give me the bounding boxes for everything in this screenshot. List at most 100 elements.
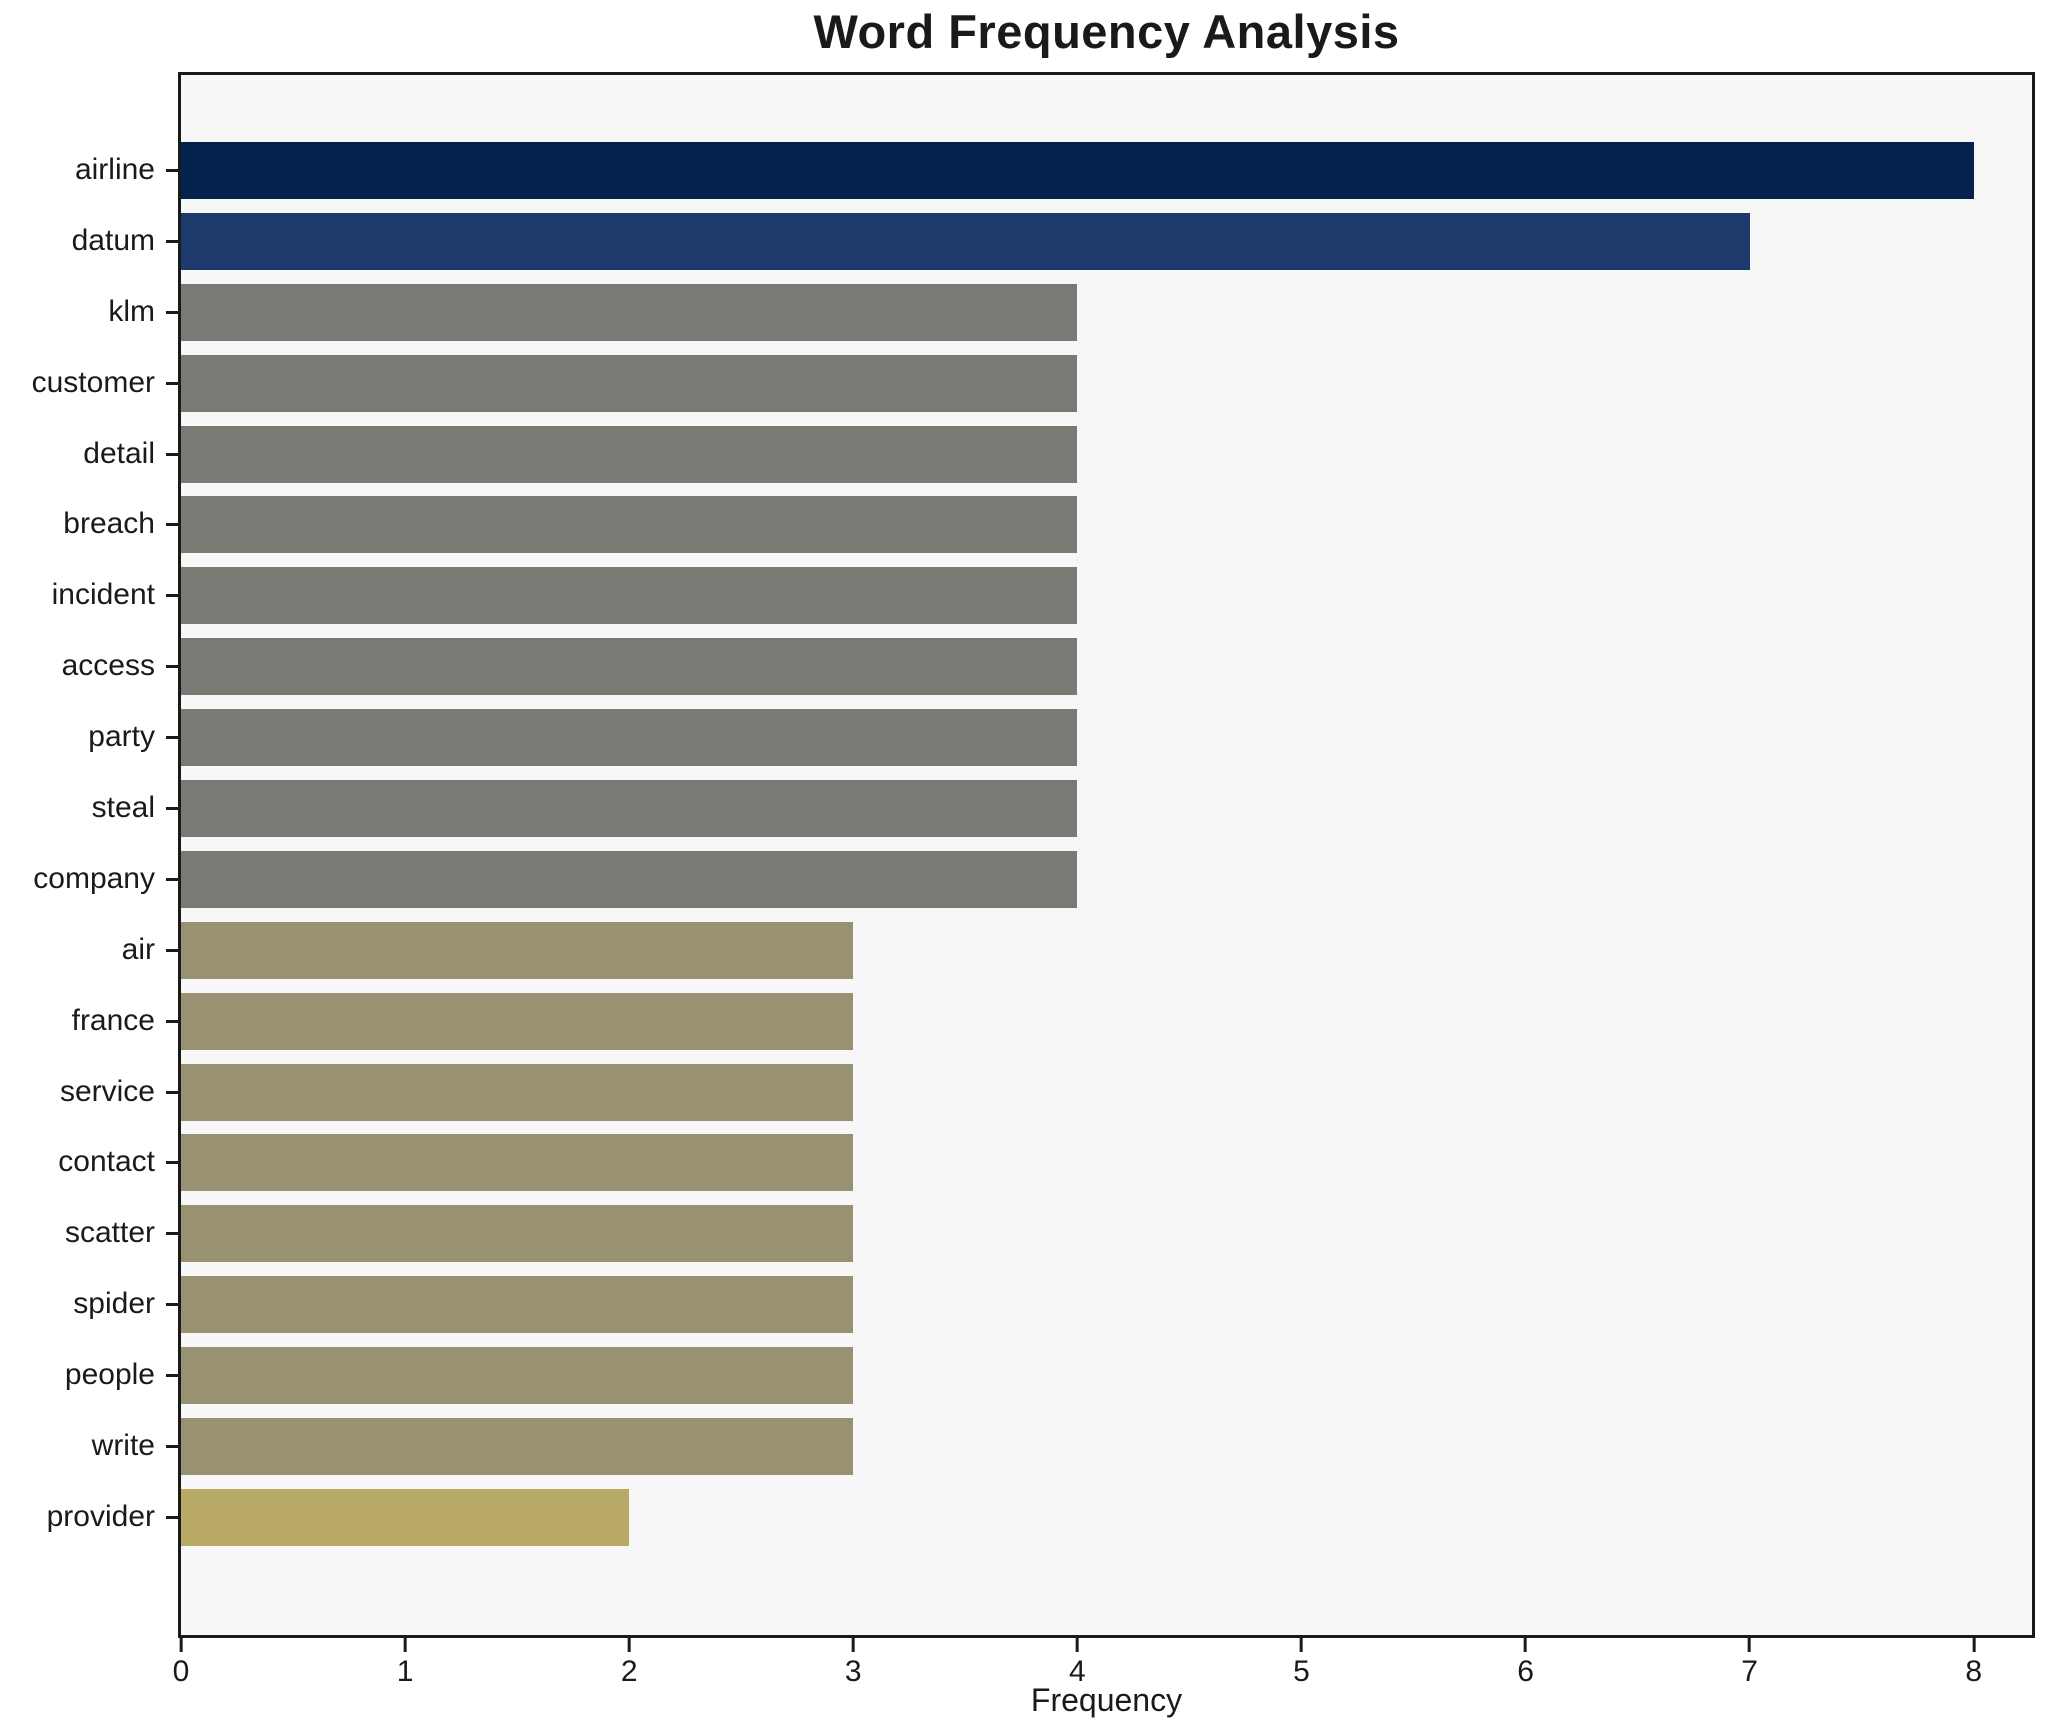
bar-row: detail (83, 419, 2032, 490)
y-tick-mark (166, 877, 178, 881)
x-tick-label: 1 (396, 1655, 414, 1688)
x-tick: 2 (621, 1638, 638, 1687)
y-tick-mark (166, 1303, 178, 1307)
x-tick-mark (1972, 1638, 1976, 1652)
y-tick-label: incident (51, 578, 155, 612)
y-tick-label: provider (46, 1499, 155, 1533)
y-tick-label: customer (31, 365, 155, 399)
bar (181, 1063, 854, 1121)
x-tick-label: 0 (172, 1655, 190, 1688)
bar-row: steal (92, 773, 2032, 844)
y-tick-mark (166, 381, 178, 385)
bar-row: incident (52, 560, 2032, 631)
bar (181, 1205, 854, 1263)
bar (181, 283, 1078, 341)
y-tick-label: service (59, 1074, 155, 1108)
bar (181, 921, 854, 979)
y-tick-mark (166, 523, 178, 527)
y-tick-mark (166, 736, 178, 740)
y-tick-label: contact (58, 1145, 155, 1179)
x-tick-mark (1524, 1638, 1528, 1652)
bar (181, 425, 1078, 483)
x-tick-label: 3 (844, 1655, 862, 1688)
y-tick-mark (166, 665, 178, 669)
bars: airline datum klm customer detail breach incid… (32, 75, 2032, 1635)
bar-row: customer (32, 348, 2032, 419)
x-axis-ticks: 0 1 2 3 4 5 6 7 8 (173, 1638, 2032, 1698)
y-tick-label: detail (83, 436, 155, 470)
y-tick-label: spider (73, 1287, 155, 1321)
bar (181, 1418, 854, 1476)
y-tick-mark (166, 1232, 178, 1236)
bar-row: klm (108, 277, 2032, 348)
y-tick-label: datum (71, 223, 155, 257)
y-tick-label: steal (91, 791, 155, 825)
x-tick-label: 7 (1741, 1655, 1758, 1688)
bar (181, 212, 1750, 270)
bar-row: party (88, 702, 2032, 773)
y-tick-label: breach (63, 507, 155, 541)
bar-row: provider (47, 1482, 2032, 1553)
x-tick-mark (627, 1638, 631, 1652)
x-tick: 3 (845, 1638, 862, 1687)
bar-row: scatter (65, 1198, 2032, 1269)
bar-row: datum (72, 206, 2032, 277)
x-tick-label: 6 (1517, 1655, 1534, 1688)
bar-row: breach (63, 489, 2032, 560)
y-tick-mark (166, 948, 178, 952)
x-tick: 4 (1069, 1638, 1086, 1687)
y-tick-mark (166, 310, 178, 314)
x-tick-label: 8 (1965, 1655, 1983, 1688)
x-tick-label: 2 (620, 1655, 638, 1688)
y-tick-mark (166, 594, 178, 598)
bar (181, 567, 1078, 625)
chart-title: Word Frequency Analysis (813, 5, 1400, 58)
x-tick-label: 4 (1069, 1655, 1086, 1688)
bar (181, 709, 1078, 767)
bar-row: france (72, 986, 2032, 1057)
y-tick-label: france (71, 1003, 155, 1037)
x-tick-label: 5 (1293, 1655, 1310, 1688)
y-tick-mark (166, 807, 178, 811)
y-tick-label: air (121, 932, 155, 966)
bar (181, 354, 1078, 412)
x-axis-label: Frequency (1030, 1682, 1183, 1718)
y-tick-mark (166, 1374, 178, 1378)
bar-row: people (65, 1340, 2032, 1411)
y-tick-mark (166, 1090, 178, 1094)
bar (181, 1134, 854, 1192)
y-tick-label: airline (74, 153, 155, 186)
x-tick: 5 (1293, 1638, 1310, 1687)
plot-area: airline datum klm customer detail breach incid… (32, 72, 2035, 1638)
x-tick: 6 (1517, 1638, 1534, 1687)
bar-row: contact (58, 1127, 2032, 1198)
bar (181, 1276, 854, 1334)
x-tick-mark (1075, 1638, 1079, 1652)
x-tick: 0 (172, 1638, 190, 1688)
y-tick-mark (166, 1019, 178, 1023)
x-tick-mark (1748, 1638, 1752, 1652)
x-tick-mark (851, 1638, 855, 1652)
bar (181, 496, 1078, 554)
y-tick-mark (166, 452, 178, 456)
x-tick: 7 (1741, 1638, 1758, 1687)
bar (181, 1347, 854, 1405)
bar (181, 850, 1078, 908)
y-tick-mark (166, 239, 178, 243)
y-tick-label: scatter (64, 1216, 155, 1250)
bar (181, 638, 1078, 696)
y-tick-mark (166, 1161, 178, 1165)
x-tick: 8 (1965, 1638, 1982, 1687)
y-tick-label: party (88, 720, 155, 754)
y-tick-label: people (64, 1358, 155, 1392)
y-tick-label: write (91, 1429, 155, 1463)
y-tick-label: klm (108, 294, 155, 328)
bar-row: spider (73, 1269, 2032, 1340)
x-tick-mark (1299, 1638, 1303, 1652)
bar (181, 142, 1974, 199)
bar (181, 1488, 630, 1546)
bar-row: airline (75, 135, 2032, 206)
x-tick-mark (403, 1638, 407, 1652)
bar-row: company (33, 844, 2032, 915)
